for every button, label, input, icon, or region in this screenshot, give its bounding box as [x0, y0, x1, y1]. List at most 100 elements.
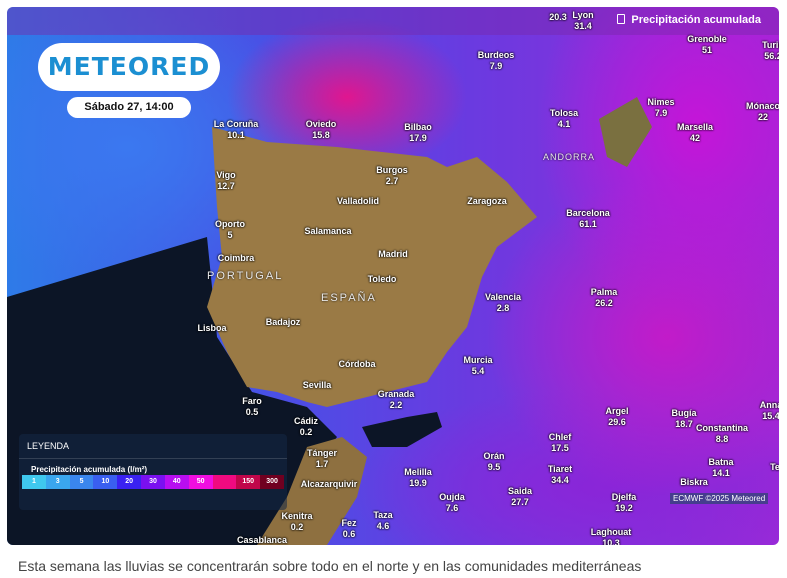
city-label[interactable]: Tiaret 34.4: [548, 464, 572, 486]
city-name: Tolosa: [549, 108, 579, 118]
city-label[interactable]: Madrid: [378, 249, 408, 260]
city-name: Taza: [373, 510, 393, 520]
city-label[interactable]: Chlef 17.5: [549, 432, 572, 454]
city-label[interactable]: Marsella 42: [677, 122, 713, 144]
city-label[interactable]: Bugía 18.7: [671, 408, 696, 430]
city-label[interactable]: Turin56.2: [762, 40, 779, 62]
city-name: Constantina: [695, 423, 749, 433]
city-precip-value: 8.8: [715, 434, 729, 444]
city-label[interactable]: Saida 27.7: [508, 486, 532, 508]
city-precip-value: 7.9: [654, 108, 668, 118]
city-precip-value: 26.2: [595, 298, 613, 308]
city-precip-value: 19.2: [615, 503, 633, 513]
city-label[interactable]: Córdoba: [339, 359, 376, 370]
city-precip-value: 51: [701, 45, 713, 55]
city-label[interactable]: Fez 0.6: [341, 518, 356, 540]
city-precip-value: 31.4: [574, 21, 592, 31]
city-precip-value: 17.9: [409, 133, 427, 143]
city-label[interactable]: Burdeos 7.9: [478, 50, 515, 72]
city-label[interactable]: Valladolid: [337, 196, 379, 207]
city-name: Tánger: [306, 448, 338, 458]
city-label[interactable]: Bilbao 17.9: [404, 122, 432, 144]
city-name: Valladolid: [336, 196, 380, 206]
city-name: Córdoba: [338, 359, 376, 369]
city-label[interactable]: Casablanca0.7: [237, 535, 287, 545]
city-precip-value: 34.4: [551, 475, 569, 485]
city-precip-value: 1.7: [315, 459, 329, 469]
forecast-datetime: Sábado 27, 14:00: [67, 97, 191, 118]
city-label[interactable]: Palma 26.2: [591, 287, 618, 309]
city-label[interactable]: Laghouat 10.3: [591, 527, 632, 545]
legend-step: 300: [260, 475, 284, 489]
city-label[interactable]: Taza 4.6: [373, 510, 392, 532]
city-label[interactable]: Oviedo 15.8: [306, 119, 337, 141]
city-label[interactable]: Sevilla: [303, 380, 332, 391]
city-name: Casablanca: [236, 535, 288, 545]
city-label[interactable]: Anna15.4: [760, 400, 779, 422]
city-precip-value: 22: [757, 112, 769, 122]
city-precip-value: 10.1: [227, 130, 245, 140]
city-label[interactable]: Barcelona 61.1: [566, 208, 610, 230]
city-name: Lyon: [572, 10, 594, 20]
legend-step: 20: [117, 475, 142, 489]
city-label[interactable]: Burgos 2.7: [376, 165, 408, 187]
city-label[interactable]: La Coruña 10.1: [214, 119, 259, 141]
city-label[interactable]: Nimes 7.9: [647, 97, 674, 119]
city-label[interactable]: Djelfa 19.2: [612, 492, 637, 514]
legend-color-scale: 1 3 5 10 20 30 40 50 150 300: [22, 475, 284, 489]
alboran-dark: [362, 412, 442, 447]
country-label: PORTUGAL: [207, 270, 284, 282]
city-label[interactable]: Vigo 12.7: [216, 170, 235, 192]
city-label[interactable]: Zaragoza: [467, 196, 507, 207]
country-label: ANDORRA: [543, 152, 596, 162]
city-label[interactable]: Mónaco 22: [746, 101, 779, 123]
city-label[interactable]: Granada 2.2: [378, 389, 415, 411]
city-label[interactable]: Cádiz 0.2: [294, 416, 318, 438]
city-label[interactable]: Orán 9.5: [483, 451, 504, 473]
city-name: Faro: [242, 396, 262, 406]
city-label[interactable]: Salamanca: [304, 226, 351, 237]
city-precip-value: 14.1: [712, 468, 730, 478]
legend-step: [212, 475, 237, 489]
city-label[interactable]: Biskra: [680, 477, 708, 488]
city-label[interactable]: Lyon 31.4: [572, 10, 593, 32]
city-name: Chlef: [548, 432, 572, 442]
city-label[interactable]: Oujda 7.6: [439, 492, 465, 514]
city-precip-value: 27.7: [511, 497, 529, 507]
city-label[interactable]: Lisboa: [197, 323, 226, 334]
city-name: Vigo: [216, 170, 236, 180]
city-name: Melilla: [404, 467, 432, 477]
city-label[interactable]: Alcazarquivir: [301, 479, 358, 490]
city-label[interactable]: Coimbra: [218, 253, 255, 264]
city-label[interactable]: Batna 14.1: [708, 457, 733, 479]
city-precip-value: 0.2: [299, 427, 313, 437]
city-label[interactable]: Toledo: [368, 274, 397, 285]
city-label[interactable]: Tánger 1.7: [307, 448, 337, 470]
city-label[interactable]: Melilla 19.9: [404, 467, 432, 489]
city-name: Coimbra: [217, 253, 255, 263]
city-label[interactable]: Constantina 8.8: [696, 423, 748, 445]
city-label[interactable]: Valencia 2.8: [485, 292, 521, 314]
city-name: Valencia: [484, 292, 522, 302]
meteored-logo: METEORED: [38, 43, 220, 91]
city-name: Oviedo: [305, 119, 337, 129]
city-label[interactable]: Argel 29.6: [605, 406, 628, 428]
city-label[interactable]: Oporto 5: [215, 219, 245, 241]
fuel-gauge-icon: [617, 14, 626, 24]
precipitation-map[interactable]: Precipitación acumulada METEORED Sábado …: [7, 7, 779, 545]
city-label[interactable]: Badajoz: [266, 317, 301, 328]
morocco-land: [257, 437, 367, 545]
city-name: Tiaret: [547, 464, 573, 474]
city-label[interactable]: 20.3: [549, 12, 567, 23]
city-label[interactable]: Te: [770, 462, 779, 473]
layer-title-text: Precipitación acumulada: [631, 14, 761, 26]
city-label[interactable]: Murcia 5.4: [463, 355, 492, 377]
city-label[interactable]: Tolosa 4.1: [550, 108, 578, 130]
city-name: Anna: [759, 400, 779, 410]
city-label[interactable]: Grenoble 51: [687, 34, 727, 56]
city-label[interactable]: Faro 0.5: [242, 396, 262, 418]
city-name: Bilbao: [404, 122, 432, 132]
city-label[interactable]: Kenitra 0.2: [281, 511, 312, 533]
layer-title[interactable]: Precipitación acumulada: [617, 14, 761, 26]
city-precip-value: 15.8: [312, 130, 330, 140]
